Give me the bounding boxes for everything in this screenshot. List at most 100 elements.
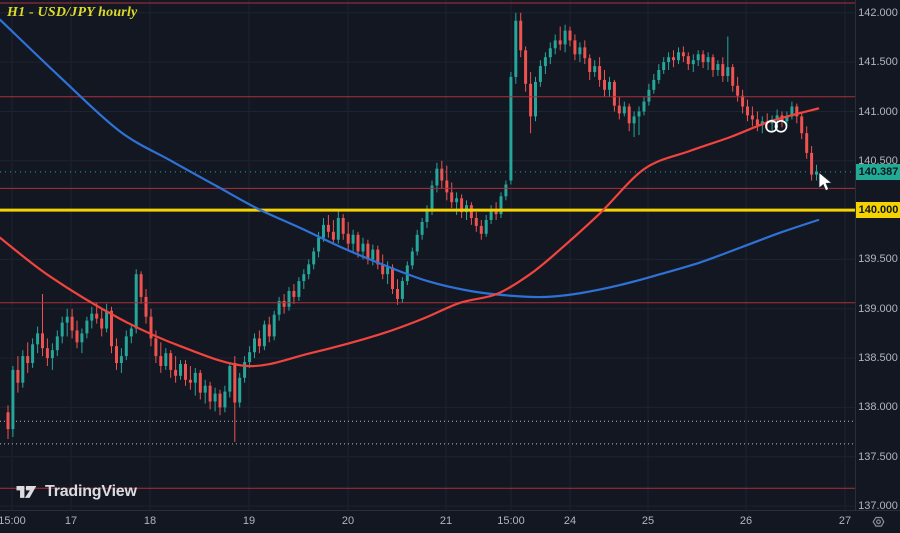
candle	[563, 24, 567, 53]
candle	[519, 12, 523, 58]
candle	[80, 328, 84, 354]
price-tick-label: 139.500	[858, 253, 898, 266]
candle	[785, 111, 789, 127]
candle	[11, 366, 15, 437]
candle	[647, 83, 651, 106]
price-tick-label: 139.000	[858, 302, 898, 315]
candle	[341, 214, 345, 240]
candle	[489, 205, 493, 224]
candle	[248, 346, 252, 368]
candle	[622, 101, 626, 117]
candle	[326, 215, 330, 238]
candle	[642, 96, 646, 116]
candle	[144, 289, 148, 324]
annotations-layer	[765, 119, 788, 133]
candle	[139, 271, 143, 304]
candle	[711, 54, 715, 77]
candle	[612, 79, 616, 112]
candle	[218, 389, 222, 416]
candle	[179, 360, 182, 380]
candle	[238, 372, 242, 408]
candle	[287, 287, 291, 311]
price-axis[interactable]: 140.000 140.387 142.000 141.500 141.000 140…	[855, 0, 900, 513]
axis-corner[interactable]	[856, 511, 900, 533]
candle	[736, 76, 740, 102]
candle	[41, 294, 44, 357]
candle	[297, 277, 301, 301]
candle	[440, 160, 444, 189]
ellipse-drawing[interactable]	[774, 119, 788, 133]
candle	[558, 26, 562, 51]
candle	[203, 379, 207, 404]
time-tick-label: 27	[838, 515, 852, 527]
time-tick-label: 26	[739, 515, 753, 527]
candle	[223, 385, 227, 413]
price-chart[interactable]	[0, 0, 855, 510]
candle	[70, 308, 74, 339]
candle	[267, 316, 271, 343]
candle	[55, 330, 59, 357]
candle	[450, 182, 454, 209]
candle	[603, 70, 606, 97]
ellipse-drawing[interactable]	[765, 119, 778, 133]
candle	[50, 343, 54, 370]
candle	[617, 96, 621, 120]
candle	[484, 215, 488, 237]
candle	[312, 247, 316, 270]
candle	[474, 212, 478, 232]
candle	[509, 72, 513, 185]
candle	[593, 60, 597, 77]
price-tick-label: 137.000	[858, 500, 898, 513]
candle	[420, 218, 424, 240]
candle	[543, 52, 547, 74]
candle	[504, 180, 508, 201]
candle	[445, 165, 449, 201]
candle	[243, 356, 247, 383]
ma-fast-red-line[interactable]	[0, 107, 820, 368]
candle	[706, 52, 710, 70]
candle	[721, 57, 725, 82]
candle	[598, 57, 602, 87]
candle	[524, 46, 528, 92]
tradingview-logo[interactable]: TradingView	[14, 482, 137, 501]
candle	[741, 89, 745, 114]
candle	[356, 231, 360, 258]
candle	[677, 47, 680, 65]
candle	[26, 342, 30, 373]
candle	[100, 308, 104, 337]
candle	[627, 103, 631, 132]
candle	[60, 316, 64, 344]
chart-title-annotation[interactable]: H1 - USD/JPY hourly	[7, 5, 138, 20]
candle	[31, 338, 35, 368]
candle	[322, 218, 325, 242]
candle	[588, 54, 592, 80]
candle	[815, 164, 818, 181]
candle	[583, 40, 587, 65]
candle	[134, 269, 138, 334]
candle	[750, 106, 754, 127]
price-tick-label: 138.000	[858, 401, 898, 414]
grid-layer	[0, 0, 855, 510]
candle	[686, 52, 690, 70]
time-tick-label: 21	[439, 515, 453, 527]
price-tick-label: 137.500	[858, 450, 898, 463]
candle	[75, 320, 79, 349]
candle	[65, 308, 69, 337]
price-scale-settings-gear-icon[interactable]	[870, 514, 887, 531]
ma-slow-blue-line[interactable]	[0, 18, 820, 299]
time-axis[interactable]: 15:00 17 18 19 20 21 15:00 24 25 26 27	[0, 510, 900, 533]
candle	[193, 367, 197, 396]
tradingview-logo-icon	[16, 485, 37, 498]
candle	[262, 320, 266, 351]
candle	[124, 330, 128, 361]
candle	[346, 222, 350, 250]
candle	[282, 294, 286, 314]
candle	[149, 308, 153, 347]
candle	[696, 50, 700, 67]
candle	[568, 26, 572, 47]
candle	[164, 348, 168, 370]
candle	[632, 111, 636, 138]
dotted-levels-layer	[0, 420, 855, 445]
candle	[400, 277, 404, 303]
